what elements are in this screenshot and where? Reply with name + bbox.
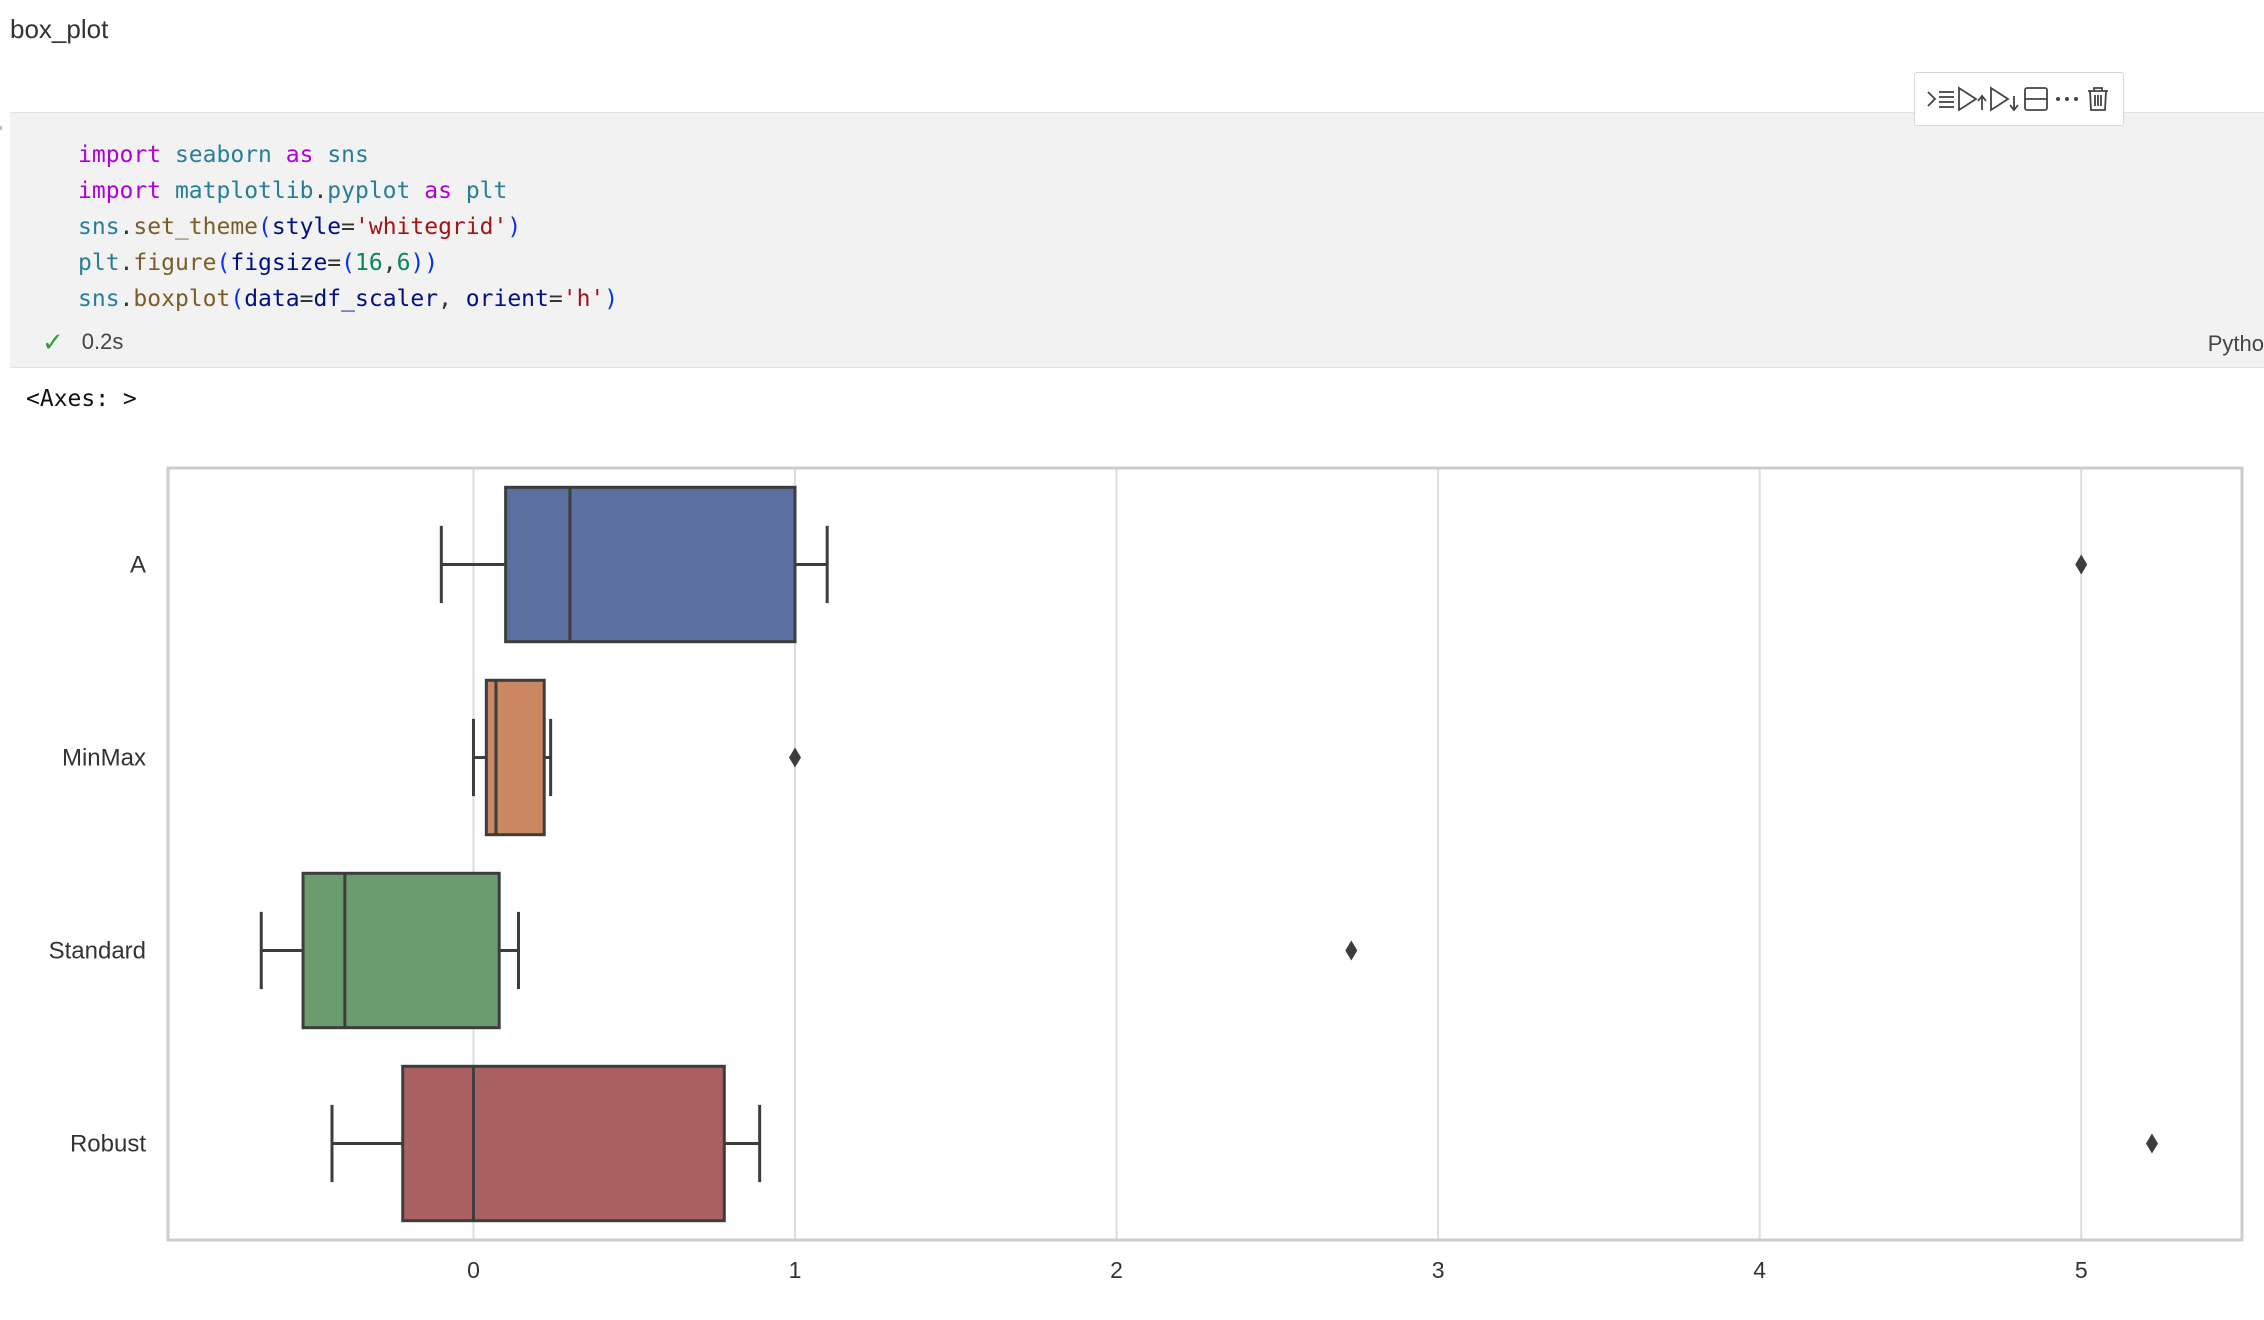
- code-token: .: [313, 178, 328, 204]
- code-token: figure: [133, 250, 217, 276]
- outlier-point: [2075, 554, 2088, 575]
- execute-below-button[interactable]: [1988, 80, 2020, 118]
- outlier-point: [2145, 1133, 2158, 1154]
- code-token: ): [604, 286, 619, 312]
- execute-above-button[interactable]: [1956, 80, 1988, 118]
- code-token: matplotlib: [174, 178, 314, 204]
- code-token: seaborn: [174, 142, 272, 168]
- code-token: =: [299, 286, 314, 312]
- code-line: import matplotlib.pyplot as plt: [78, 173, 618, 209]
- code-token: import: [78, 142, 162, 168]
- code-token: )): [410, 250, 439, 276]
- code-token: [452, 178, 466, 204]
- code-token: orient: [465, 286, 549, 312]
- code-token: .: [119, 214, 134, 240]
- code-token: =: [327, 250, 342, 276]
- code-token: 'whitegrid': [355, 214, 508, 240]
- y-category-label: Robust: [70, 1131, 146, 1158]
- box-robust: [401, 1064, 726, 1223]
- code-token: [161, 178, 175, 204]
- trash-icon: [2087, 87, 2108, 111]
- plot-frame: [166, 466, 2244, 1242]
- run-by-line-icon: [1926, 91, 1954, 108]
- boxplot-chart: 0 1 2 3 4 5 A MinMax Standard Robust: [49, 466, 2244, 1283]
- outlier-point: [789, 747, 802, 768]
- output-text: <Axes: >: [26, 386, 137, 412]
- code-token: pyplot: [327, 178, 411, 204]
- cell-focus-marker: [0, 126, 2, 130]
- code-token: =: [548, 286, 563, 312]
- x-tick-label: 2: [1110, 1257, 1123, 1283]
- x-tick-label: 5: [2075, 1257, 2088, 1283]
- code-token: 16: [355, 250, 383, 276]
- code-token: import: [78, 178, 162, 204]
- code-token: (: [258, 214, 272, 240]
- code-token: set_theme: [133, 214, 259, 240]
- code-editor[interactable]: import seaborn as sns import matplotlib.p…: [78, 137, 618, 317]
- code-token: .: [119, 286, 134, 312]
- code-token: plt: [465, 178, 508, 204]
- code-token: ,: [382, 250, 397, 276]
- x-tick-label: 4: [1753, 1257, 1766, 1283]
- code-token: =: [341, 214, 355, 240]
- execute-below-icon: [1990, 86, 2019, 112]
- code-token: sns: [327, 142, 369, 168]
- code-token: [272, 142, 286, 168]
- code-token: as: [285, 142, 314, 168]
- code-token: sns: [78, 286, 120, 312]
- split-cell-button[interactable]: [2020, 80, 2051, 118]
- code-token: (: [216, 250, 231, 276]
- more-actions-button[interactable]: [2051, 80, 2082, 118]
- code-token: [161, 142, 175, 168]
- code-token: as: [424, 178, 452, 204]
- code-token: [313, 142, 327, 168]
- y-category-label: Standard: [49, 938, 146, 965]
- kernel-language-label[interactable]: Pytho: [2207, 331, 2264, 356]
- execute-above-icon: [1958, 86, 1987, 112]
- code-token: ): [507, 214, 522, 240]
- y-category-label: MinMax: [62, 745, 146, 772]
- code-token: plt: [78, 250, 120, 276]
- code-line: import seaborn as sns: [78, 137, 618, 173]
- execution-time: 0.2s: [81, 329, 124, 354]
- x-tick-label: 3: [1432, 1257, 1445, 1283]
- x-tick-label: 0: [467, 1257, 480, 1283]
- split-cell-icon: [2023, 87, 2048, 111]
- code-cell[interactable]: import seaborn as sns import matplotlib.p…: [10, 112, 2264, 368]
- success-check-icon: ✓: [42, 326, 64, 357]
- code-token: [410, 178, 424, 204]
- run-by-line-button[interactable]: [1925, 80, 1956, 118]
- code-token: 6: [396, 250, 411, 276]
- ellipsis-icon: [2055, 97, 2078, 101]
- y-category-label: A: [130, 552, 146, 579]
- box-a: [504, 485, 797, 644]
- code-token: style: [271, 214, 342, 240]
- code-token: 'h': [562, 286, 605, 312]
- cell-toolbar: [1914, 72, 2124, 126]
- box-standard: [301, 871, 501, 1030]
- code-token: (: [341, 250, 356, 276]
- outlier-point: [1345, 940, 1358, 961]
- delete-cell-button[interactable]: [2082, 80, 2113, 118]
- code-token: (: [230, 286, 245, 312]
- code-token: data: [244, 286, 300, 312]
- code-token: boxplot: [133, 286, 231, 312]
- code-line: plt.figure(figsize=(16,6)): [78, 245, 618, 281]
- execution-status: ✓ 0.2s: [42, 327, 123, 357]
- markdown-heading: box_plot: [10, 14, 109, 44]
- x-tick-label: 1: [789, 1257, 802, 1283]
- code-token: figsize: [230, 250, 328, 276]
- code-line: sns.boxplot(data=df_scaler, orient='h'): [78, 281, 618, 317]
- code-token: ,: [438, 286, 466, 312]
- code-token: .: [119, 250, 134, 276]
- code-token: df_scaler: [313, 286, 439, 312]
- code-token: sns: [78, 214, 120, 240]
- code-line: sns.set_theme(style='whitegrid'): [78, 209, 618, 245]
